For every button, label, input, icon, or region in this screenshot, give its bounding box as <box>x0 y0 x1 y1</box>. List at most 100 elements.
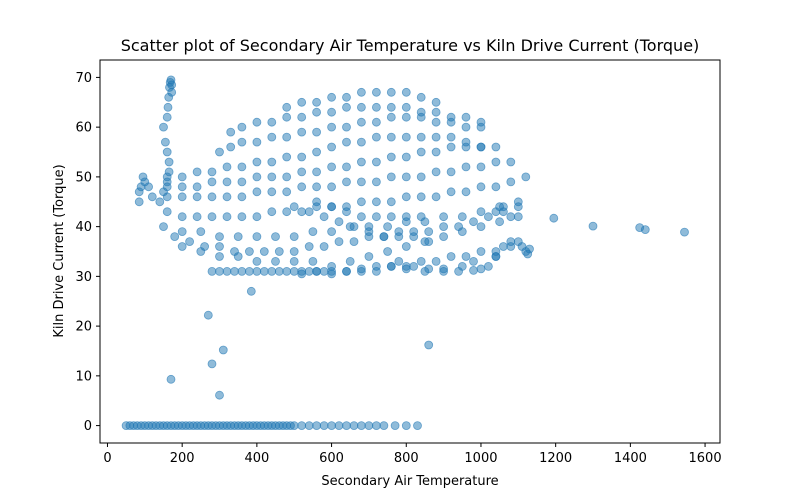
data-point <box>177 192 187 202</box>
data-point <box>144 182 154 192</box>
data-point <box>498 202 508 212</box>
data-point <box>308 256 318 266</box>
data-point <box>345 256 355 266</box>
data-point <box>207 192 217 202</box>
data-point <box>203 310 213 320</box>
x-tick-label: 200 <box>170 451 195 466</box>
data-point <box>431 117 441 127</box>
data-point <box>312 167 322 177</box>
data-point <box>439 212 449 222</box>
data-point <box>461 162 471 172</box>
data-point <box>304 207 314 217</box>
data-point <box>237 266 247 276</box>
data-point <box>371 132 381 142</box>
data-point <box>386 112 396 122</box>
data-point <box>304 266 314 276</box>
data-point <box>297 421 307 431</box>
data-point <box>371 87 381 97</box>
data-point <box>498 242 508 251</box>
data-point <box>416 132 426 142</box>
data-point <box>267 207 277 217</box>
data-point <box>319 242 329 251</box>
y-tick-label: 20 <box>75 320 92 335</box>
data-point <box>226 142 236 152</box>
data-point <box>446 142 456 152</box>
data-point <box>167 87 177 97</box>
y-tick-label: 60 <box>75 121 92 136</box>
data-point <box>162 112 172 122</box>
data-point <box>252 157 262 167</box>
data-point <box>401 242 411 251</box>
data-point <box>207 167 217 177</box>
data-point <box>349 237 359 247</box>
data-point <box>267 266 277 276</box>
data-point <box>416 256 426 266</box>
points-layer <box>121 75 689 431</box>
data-point <box>356 212 366 222</box>
data-point <box>356 117 366 127</box>
data-point <box>461 252 471 261</box>
y-tick-label: 50 <box>75 170 92 185</box>
data-point <box>549 213 559 223</box>
data-point <box>483 261 493 271</box>
data-point <box>222 162 232 172</box>
data-point <box>196 227 206 237</box>
data-point <box>342 92 351 102</box>
data-point <box>244 247 254 256</box>
data-point <box>469 265 478 275</box>
data-point <box>267 187 277 197</box>
data-point <box>271 256 280 266</box>
data-point <box>371 102 381 112</box>
data-point <box>177 227 187 237</box>
data-point <box>237 177 247 187</box>
data-point <box>371 421 381 431</box>
data-point <box>327 142 337 152</box>
data-point <box>364 227 374 237</box>
data-point <box>215 242 224 251</box>
data-point <box>356 197 366 207</box>
data-point <box>469 256 478 266</box>
x-tick-label: 1000 <box>464 451 497 466</box>
data-point <box>162 172 172 182</box>
data-point <box>282 172 292 182</box>
data-point <box>386 102 396 112</box>
data-point <box>383 222 393 232</box>
data-point <box>274 266 284 276</box>
data-point <box>297 207 307 217</box>
data-point <box>282 187 292 197</box>
data-point <box>431 107 441 117</box>
data-point <box>439 264 449 274</box>
data-point <box>147 192 157 202</box>
data-point <box>431 256 441 266</box>
data-point <box>356 157 366 167</box>
data-point <box>431 192 441 202</box>
data-point <box>226 127 236 137</box>
data-point <box>192 167 202 177</box>
data-point <box>342 266 351 276</box>
data-point <box>401 212 411 222</box>
data-point <box>401 152 411 162</box>
data-point <box>312 421 322 431</box>
data-point <box>342 421 351 431</box>
data-point <box>207 177 217 187</box>
data-point <box>327 107 337 117</box>
data-point <box>390 421 400 431</box>
data-point <box>237 192 247 202</box>
data-point <box>379 232 389 242</box>
data-point <box>327 92 337 102</box>
data-point <box>327 269 337 279</box>
data-point <box>342 137 351 147</box>
data-point <box>521 172 531 182</box>
data-point <box>342 177 351 187</box>
data-point <box>356 87 366 97</box>
data-point <box>476 207 486 217</box>
data-point <box>364 252 374 261</box>
data-point <box>386 261 396 271</box>
data-point <box>297 112 307 122</box>
data-point <box>274 247 284 256</box>
data-point <box>252 232 262 242</box>
data-point <box>446 132 456 142</box>
data-point <box>237 122 247 132</box>
data-point <box>431 97 441 107</box>
